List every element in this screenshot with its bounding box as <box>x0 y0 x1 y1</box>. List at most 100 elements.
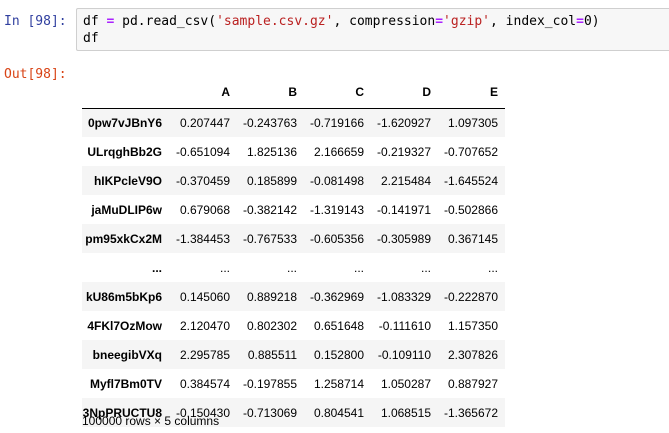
table-cell: -0.109110 <box>377 347 431 362</box>
table-cell: 0.887927 <box>447 376 498 391</box>
table-cell: -0.141971 <box>376 202 431 217</box>
table-cell: ... <box>219 260 230 275</box>
table-cell: 1.068515 <box>380 405 431 420</box>
table-cell: -1.384453 <box>175 231 230 246</box>
table-cell: -0.243763 <box>242 115 297 130</box>
table-cell: 1.258714 <box>313 376 364 391</box>
table-cell: -0.707652 <box>443 144 498 159</box>
table-cell: -0.502866 <box>443 202 498 217</box>
table-cell: 2.307826 <box>447 347 498 362</box>
table-row: jaMuDLIP6w 0.679068 -0.382142 -1.319143 … <box>82 195 505 224</box>
code-token: , index_col <box>490 14 577 29</box>
table-cell: -0.081498 <box>309 173 364 188</box>
column-header: A <box>169 76 237 109</box>
dataframe-table: A B C D E 0pw7vJBnY6 0.207447 -0.243763 … <box>82 76 505 427</box>
table-cell: 1.097305 <box>447 115 498 130</box>
table-cell: -1.365672 <box>443 405 498 420</box>
table-cell: 0.885511 <box>247 347 297 362</box>
table-cell: 0.802302 <box>246 318 297 333</box>
code-token: 'sample.csv.gz' <box>216 14 334 29</box>
code-token: = <box>435 14 444 29</box>
row-index: 4FKl7OzMow <box>87 318 162 333</box>
table-cell: ... <box>420 260 431 275</box>
table-cell: -1.083329 <box>376 289 431 304</box>
table-cell: -0.305989 <box>376 231 431 246</box>
table-cell: -0.713069 <box>242 405 297 420</box>
table-cell: -0.651094 <box>175 144 230 159</box>
dataframe-shape-caption: 100000 rows × 5 columns <box>82 414 220 428</box>
input-prompt: In [98]: <box>4 14 67 29</box>
table-cell: -0.767533 <box>242 231 297 246</box>
table-cell: 0.185899 <box>246 173 297 188</box>
table-cell: -0.197855 <box>242 376 297 391</box>
table-cell: -0.382142 <box>242 202 297 217</box>
table-row: 0pw7vJBnY6 0.207447 -0.243763 -0.719166 … <box>82 108 505 137</box>
table-row: pm95xkCx2M -1.384453 -0.767533 -0.605356… <box>82 224 505 253</box>
table-row: ULrqghBb2G -0.651094 1.825136 2.166659 -… <box>82 137 505 166</box>
table-row: 3NpPRUCTU8 -0.150430 -0.713069 0.804541 … <box>82 398 505 427</box>
table-row: Myfl7Bm0TV 0.384574 -0.197855 1.258714 1… <box>82 369 505 398</box>
table-cell: -1.620927 <box>376 115 431 130</box>
table-cell: 1.050287 <box>380 376 431 391</box>
column-header: E <box>438 76 505 109</box>
code-cell-editor[interactable]: df = pd.read_csv('sample.csv.gz', compre… <box>76 8 669 51</box>
code-token: df <box>83 31 99 46</box>
table-cell: 2.215484 <box>380 173 431 188</box>
table-cell: 0.207447 <box>179 115 230 130</box>
table-cell: -0.370459 <box>175 173 230 188</box>
table-cell: -1.319143 <box>309 202 364 217</box>
table-cell: 2.120470 <box>179 318 230 333</box>
table-row-ellipsis: ... ... ... ... ... ... <box>82 253 505 282</box>
output-prompt: Out[98]: <box>4 67 67 82</box>
column-header: C <box>304 76 371 109</box>
row-index: pm95xkCx2M <box>85 231 162 246</box>
table-cell: -0.605356 <box>309 231 364 246</box>
row-index: hIKPcleV9O <box>93 173 162 188</box>
table-cell: 0.889218 <box>246 289 297 304</box>
table-header-row: A B C D E <box>82 76 505 109</box>
table-cell: 0.651648 <box>313 318 364 333</box>
table-cell: -0.219327 <box>376 144 431 159</box>
table-row: hIKPcleV9O -0.370459 0.185899 -0.081498 … <box>82 166 505 195</box>
table-cell: ... <box>286 260 297 275</box>
table-cell: 0.367145 <box>447 231 498 246</box>
row-index: ... <box>151 260 162 275</box>
code-token: df <box>83 14 99 29</box>
table-cell: -0.222870 <box>443 289 498 304</box>
table-cell: 0.145060 <box>179 289 230 304</box>
table-row: 4FKl7OzMow 2.120470 0.802302 0.651648 -0… <box>82 311 505 340</box>
table-cell: 0.152800 <box>313 347 364 362</box>
row-index: bneegibVXq <box>92 347 162 362</box>
column-header: B <box>237 76 304 109</box>
code-token: pd.read_csv( <box>122 14 217 29</box>
row-index: Myfl7Bm0TV <box>89 376 162 391</box>
table-cell: ... <box>353 260 364 275</box>
column-header: D <box>371 76 438 109</box>
table-row: kU86m5bKp6 0.145060 0.889218 -0.362969 -… <box>82 282 505 311</box>
table-cell: 0.384574 <box>179 376 230 391</box>
table-cell: 1.157350 <box>447 318 498 333</box>
code-token: ) <box>591 14 600 29</box>
table-cell: -0.150430 <box>175 405 230 420</box>
code-token: = <box>576 14 584 29</box>
table-cell: 0.679068 <box>179 202 230 217</box>
table-row: bneegibVXq 2.295785 0.885511 0.152800 -0… <box>82 340 505 369</box>
code-token: , compression <box>333 14 436 29</box>
row-index: 3NpPRUCTU8 <box>82 405 162 420</box>
table-cell: ... <box>487 260 498 275</box>
table-cell: -1.645524 <box>443 173 498 188</box>
table-cell: -0.719166 <box>309 115 364 130</box>
table-cell: -0.362969 <box>309 289 364 304</box>
index-header <box>82 76 169 109</box>
table-cell: 0.804541 <box>313 405 364 420</box>
code-token: 0 <box>583 14 592 29</box>
code-token: = <box>98 14 123 29</box>
row-index: jaMuDLIP6w <box>91 202 162 217</box>
row-index: 0pw7vJBnY6 <box>87 115 162 130</box>
row-index: kU86m5bKp6 <box>85 289 162 304</box>
table-cell: 2.295785 <box>179 347 230 362</box>
table-cell: 1.825136 <box>246 144 297 159</box>
table-cell: 2.166659 <box>313 144 364 159</box>
code-token: 'gzip' <box>443 14 491 29</box>
table-cell: -0.111610 <box>378 318 431 333</box>
